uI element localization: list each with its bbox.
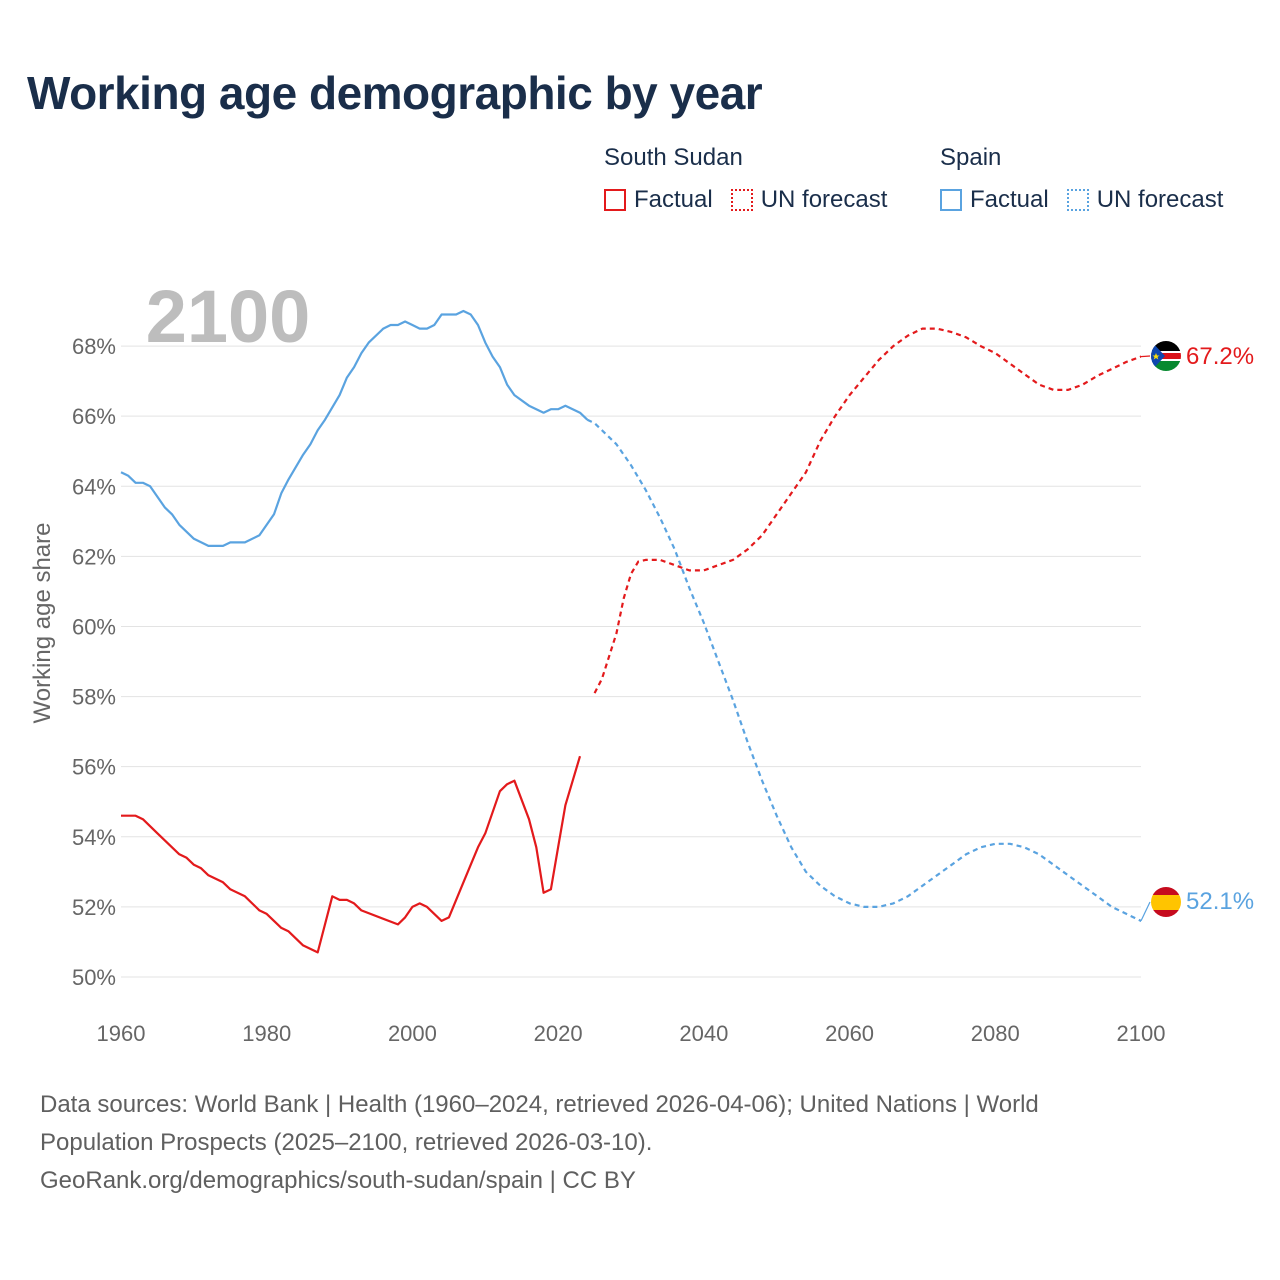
legend-item-south-sudan-factual[interactable]: Factual [604,186,713,214]
y-tick-label: 64% [72,474,116,499]
legend-group-title: South Sudan [604,144,743,171]
y-tick-label: 62% [72,544,116,569]
south-sudan-factual-line [121,755,582,954]
legend-swatch-dotted [1066,189,1089,211]
y-tick-label: 66% [72,404,116,429]
y-tick-label: 52% [72,895,116,920]
x-tick-label: 2020 [534,1021,583,1046]
x-tick-label: 2100 [1117,1021,1166,1046]
legend-label: Factual [970,186,1049,213]
south-sudan-flag-icon [1151,341,1181,371]
spain-forecast-line [586,418,1141,923]
y-tick-label: 60% [72,614,116,639]
footer-link[interactable]: GeoRank.org/demographics/south-sudan/spa… [40,1167,636,1194]
spain-end-label: 52.1% [1186,888,1254,915]
y-tick-label: 58% [72,685,116,710]
x-tick-label: 1960 [97,1021,146,1046]
legend-swatch-dotted [730,189,753,211]
legend-group-title: Spain [940,144,1002,171]
y-axis-label: Working age share [29,523,56,724]
legend-label: Factual [634,186,713,213]
year-watermark: 2100 [146,275,311,358]
y-tick-label: 68% [72,334,116,359]
chart-title: Working age demographic by year [27,67,763,119]
legend-swatch-solid [940,189,962,211]
y-tick-label: 54% [72,825,116,850]
legend-row: Factual UN forecast [940,186,1241,214]
spain-flag-icon [1151,887,1181,917]
legend-swatch-solid [604,189,626,211]
footer: Data sources: World Bank | Health (1960–… [40,1086,1200,1200]
legend-item-spain-forecast[interactable]: UN forecast [1066,186,1224,214]
legend-item-south-sudan-forecast[interactable]: UN forecast [730,186,888,214]
spain-factual-line [120,309,589,548]
legend-item-spain-factual[interactable]: Factual [940,186,1049,214]
x-tick-label: 1980 [242,1021,291,1046]
south-sudan-end-connector [1140,355,1151,358]
legend-row: Factual UN forecast [604,186,905,214]
footer-sources-line-1: Data sources: World Bank | Health (1960–… [40,1091,1039,1118]
x-tick-label: 2000 [388,1021,437,1046]
x-tick-label: 2040 [679,1021,728,1046]
legend-label: UN forecast [1096,186,1224,213]
legend-group-south-sudan: South Sudan Factual UN forecast [604,144,887,213]
south-sudan-forecast-line [593,327,1141,694]
x-tick-label: 2080 [971,1021,1020,1046]
y-tick-label: 50% [72,965,116,990]
line-chart: 2100 50% 52% 54% 56% 58% 60% 62% 64% 66% 68% 1960… [29,275,1254,1046]
spain-end-connector [1140,901,1151,922]
footer-sources-line-2: Population Prospects (2025–2100, retriev… [40,1129,653,1156]
legend-group-spain: Spain Factual UN forecast [940,144,1223,213]
legend-label: UN forecast [760,186,888,213]
south-sudan-end-label: 67.2% [1186,343,1254,370]
y-tick-label: 56% [72,755,116,780]
x-tick-label: 2060 [825,1021,874,1046]
